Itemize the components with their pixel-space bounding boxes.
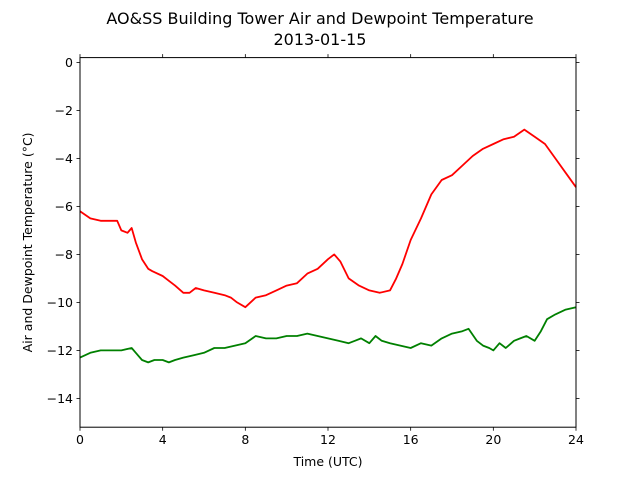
x-tick-label: 20	[485, 432, 501, 447]
chart-subtitle: 2013-01-15	[274, 30, 367, 49]
series-layer	[79, 128, 577, 364]
ticks-layer: 0 4 8 12 16 20 24 0 −2 −4 −6 −8 −10 −12 −14	[47, 54, 584, 447]
y-tick-label: −4	[55, 151, 73, 166]
y-tick-label: −14	[47, 391, 73, 406]
y-tick-label: −10	[47, 295, 73, 310]
series-line-1	[79, 128, 577, 309]
x-tick-label: 16	[403, 432, 419, 447]
x-tick-label: 4	[159, 432, 167, 447]
x-tick-label: 0	[76, 432, 84, 447]
y-tick-label: −2	[55, 103, 73, 118]
x-tick-label: 8	[241, 432, 249, 447]
x-tick-label: 12	[320, 432, 336, 447]
plot-frame	[79, 57, 577, 428]
plot-area	[80, 57, 576, 428]
y-tick-label: −8	[55, 247, 73, 262]
y-tick-label: −12	[47, 343, 73, 358]
x-axis-label: Time (UTC)	[292, 454, 362, 469]
series-line-2	[79, 306, 577, 364]
y-tick-label: −6	[55, 199, 73, 214]
chart-title: AO&SS Building Tower Air and Dewpoint Te…	[106, 9, 533, 28]
y-axis-label: Air and Dewpoint Temperature (°C)	[20, 132, 35, 352]
y-tick-label: 0	[65, 55, 73, 70]
x-tick-label: 24	[568, 432, 584, 447]
